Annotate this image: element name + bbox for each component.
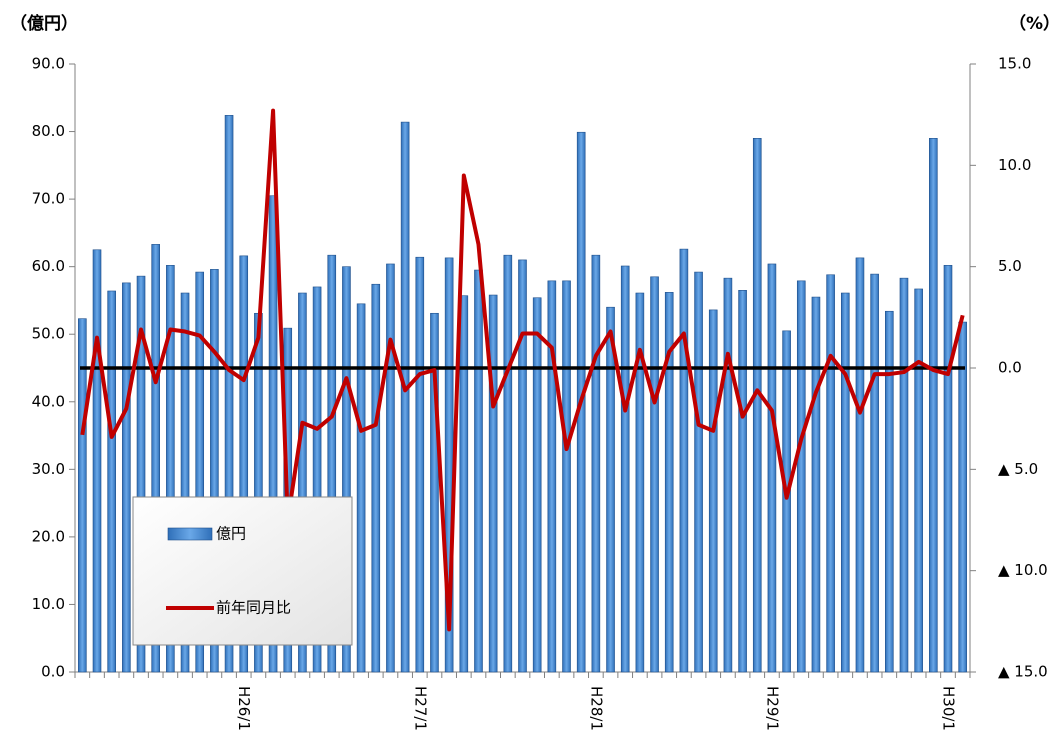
bar	[459, 295, 469, 673]
bar	[268, 195, 278, 673]
y-axis-title: （億円）	[10, 13, 78, 34]
bar	[782, 330, 791, 673]
bar	[78, 318, 87, 673]
bar	[532, 297, 542, 673]
bar	[210, 269, 219, 673]
y-tick-label: 60.0	[32, 257, 65, 275]
bar	[635, 292, 645, 673]
bar	[136, 275, 146, 673]
x-tick-label: H29/1	[763, 686, 781, 731]
bar	[914, 288, 923, 673]
y2-axis-title: （%）	[1009, 13, 1060, 34]
y-tick-label: 0.0	[41, 663, 65, 681]
bar	[92, 249, 102, 673]
line	[80, 108, 965, 632]
y2-tick-label: 15.0	[998, 55, 1031, 73]
y2-tick-label: 10.0	[998, 156, 1031, 174]
bar	[855, 257, 865, 673]
bar	[151, 244, 160, 673]
bar	[840, 292, 850, 673]
bar	[738, 290, 747, 673]
bar	[503, 254, 513, 673]
bar	[356, 303, 366, 673]
legend-box	[132, 496, 353, 646]
bar	[767, 263, 777, 673]
x-tick-label: H30/1	[939, 686, 957, 731]
bar	[107, 290, 116, 673]
bar	[298, 292, 307, 673]
bar	[811, 296, 821, 673]
bar	[870, 273, 879, 673]
bar	[929, 138, 938, 673]
bar	[826, 274, 835, 673]
bar	[606, 306, 615, 673]
bar	[488, 294, 498, 673]
y2-tick-label: ▲ 15.0	[998, 663, 1048, 681]
bar	[958, 321, 967, 673]
bar	[518, 259, 527, 673]
bar	[547, 280, 557, 673]
bar	[239, 255, 249, 673]
legend-label: 億円	[216, 525, 246, 543]
bar	[591, 254, 601, 673]
bar	[943, 265, 953, 673]
bar	[796, 280, 806, 673]
bar	[166, 265, 175, 673]
legend-label: 前年同月比	[216, 599, 291, 617]
y-tick-label: 40.0	[32, 392, 65, 410]
bar	[327, 254, 337, 673]
bar	[723, 277, 733, 673]
bar	[899, 277, 909, 673]
x-tick-label: H27/1	[411, 686, 429, 731]
bar	[650, 276, 659, 673]
bar	[312, 286, 322, 673]
bar	[180, 292, 190, 673]
y-tick-label: 50.0	[32, 325, 65, 343]
bar	[885, 310, 894, 673]
y2-tick-label: 0.0	[998, 359, 1022, 377]
y2-tick-label: 5.0	[998, 257, 1022, 275]
y-tick-label: 20.0	[32, 527, 65, 545]
bar	[664, 292, 674, 673]
y2-tick-label: ▲ 10.0	[998, 561, 1048, 579]
bar	[371, 283, 381, 673]
x-tick-label: H28/1	[587, 686, 605, 731]
bar	[400, 121, 410, 673]
y2-tick-label: ▲ 5.0	[998, 460, 1038, 478]
bar	[562, 280, 571, 673]
bar	[386, 263, 395, 673]
y-tick-label: 30.0	[32, 460, 65, 478]
bar	[752, 138, 762, 673]
x-tick-label: H26/1	[235, 686, 253, 731]
bar	[620, 265, 630, 673]
bar	[122, 282, 131, 673]
y-tick-label: 70.0	[32, 190, 65, 208]
bar	[430, 312, 439, 673]
y-tick-label: 90.0	[32, 55, 65, 73]
bar	[474, 269, 483, 673]
bar	[679, 248, 689, 673]
bar	[708, 309, 718, 673]
bar	[195, 271, 205, 673]
bar	[224, 115, 234, 673]
bar	[342, 266, 351, 673]
y-tick-label: 10.0	[32, 595, 65, 613]
y-tick-label: 80.0	[32, 122, 65, 140]
legend-swatch	[167, 527, 213, 541]
bar	[694, 271, 703, 673]
bar	[415, 256, 425, 673]
